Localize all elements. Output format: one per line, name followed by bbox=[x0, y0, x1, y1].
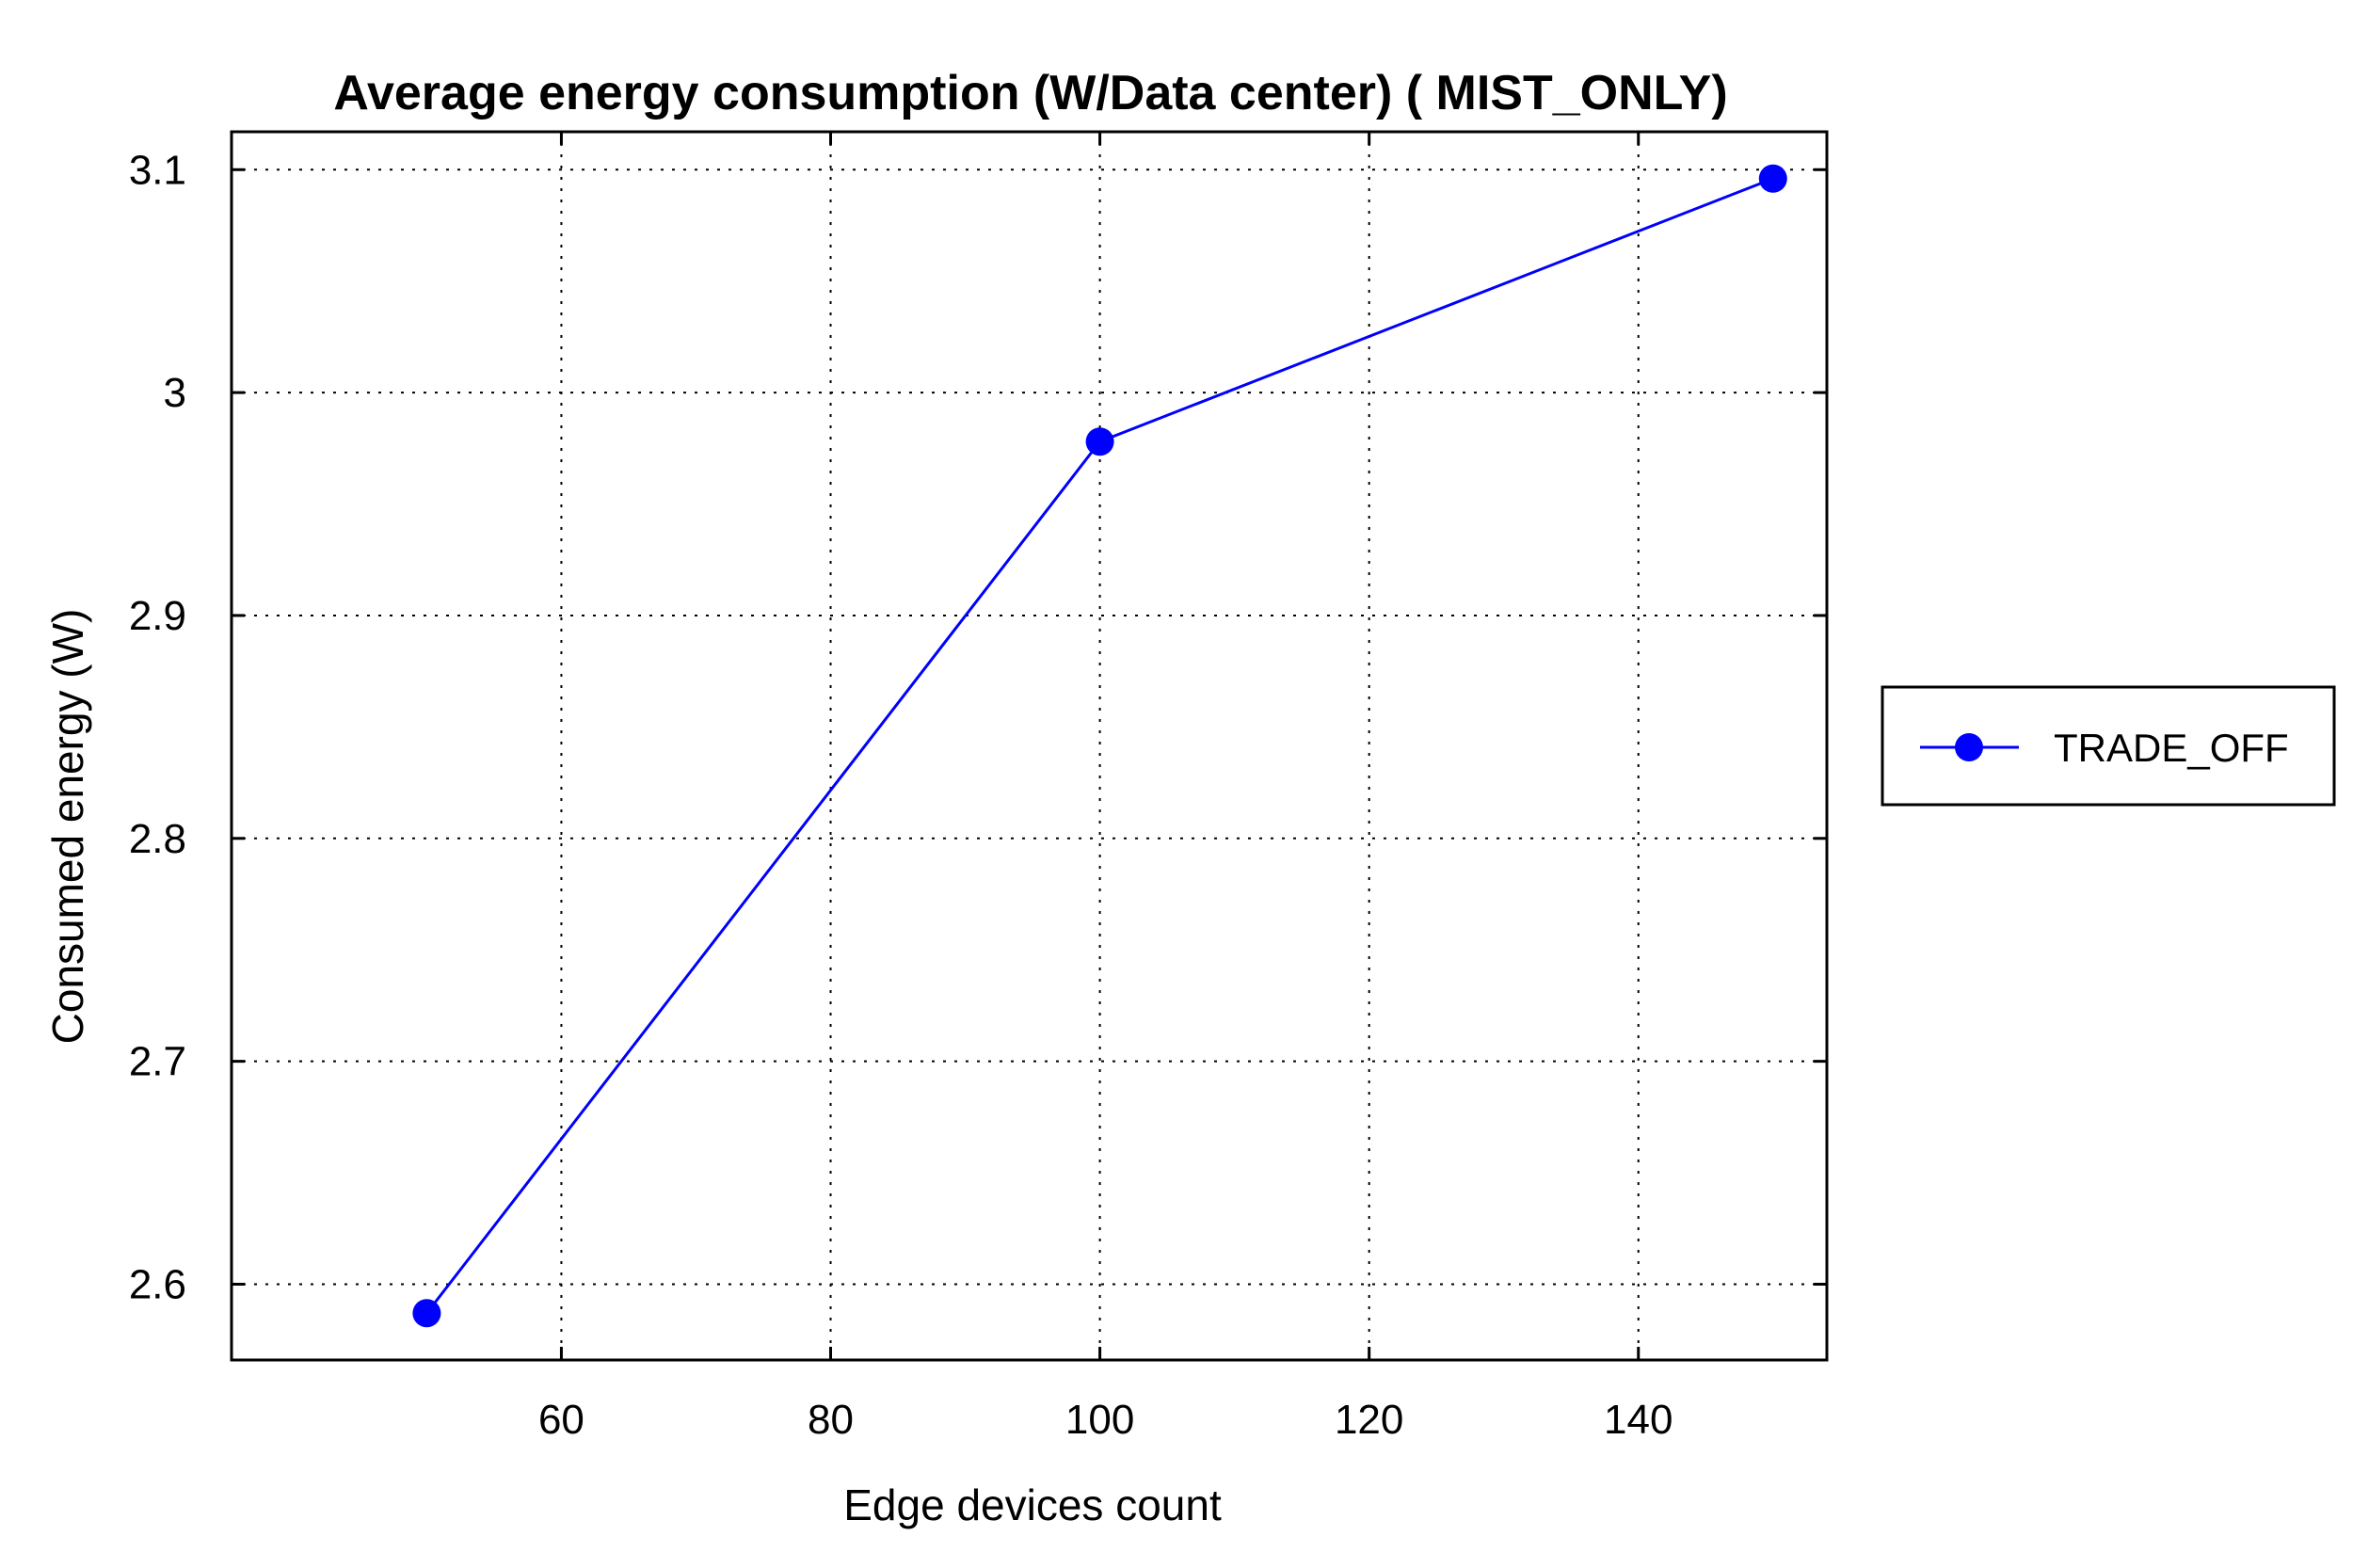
grid-lines bbox=[232, 132, 1827, 1360]
y-tick-label: 2.6 bbox=[129, 1261, 186, 1307]
y-tick-label: 2.7 bbox=[129, 1039, 186, 1085]
x-tick-label: 120 bbox=[1335, 1397, 1403, 1443]
data-point-trade-off bbox=[1085, 427, 1114, 456]
y-axis-label: Consumed energy (W) bbox=[43, 609, 92, 1045]
plot-area-frame bbox=[230, 130, 1829, 1362]
legend-marker-swatch bbox=[1955, 733, 1983, 761]
x-tick-label: 100 bbox=[1065, 1397, 1134, 1443]
y-tick-label: 3.1 bbox=[129, 147, 186, 193]
y-tick-label: 2.9 bbox=[129, 593, 186, 639]
y-tick-label: 2.8 bbox=[129, 816, 186, 862]
data-point-trade-off bbox=[412, 1299, 441, 1328]
x-axis-label: Edge devices count bbox=[843, 1480, 1222, 1529]
chart-title: Average energy consumption (W/Data cente… bbox=[333, 66, 1727, 120]
x-tick-label: 80 bbox=[808, 1397, 854, 1443]
legend-label-trade-off: TRADE_OFF bbox=[2054, 726, 2289, 770]
data-point-trade-off bbox=[1758, 164, 1787, 193]
x-tick-label: 60 bbox=[538, 1397, 584, 1443]
y-tick-label: 3 bbox=[164, 370, 186, 416]
axis-ticks: 60 80 100 120 140 2.6 2.7 2.8 2.9 3 3.1 bbox=[129, 132, 1827, 1443]
x-tick-label: 140 bbox=[1604, 1397, 1673, 1443]
legend: TRADE_OFF bbox=[1881, 685, 2336, 807]
series-layer bbox=[412, 164, 1787, 1328]
